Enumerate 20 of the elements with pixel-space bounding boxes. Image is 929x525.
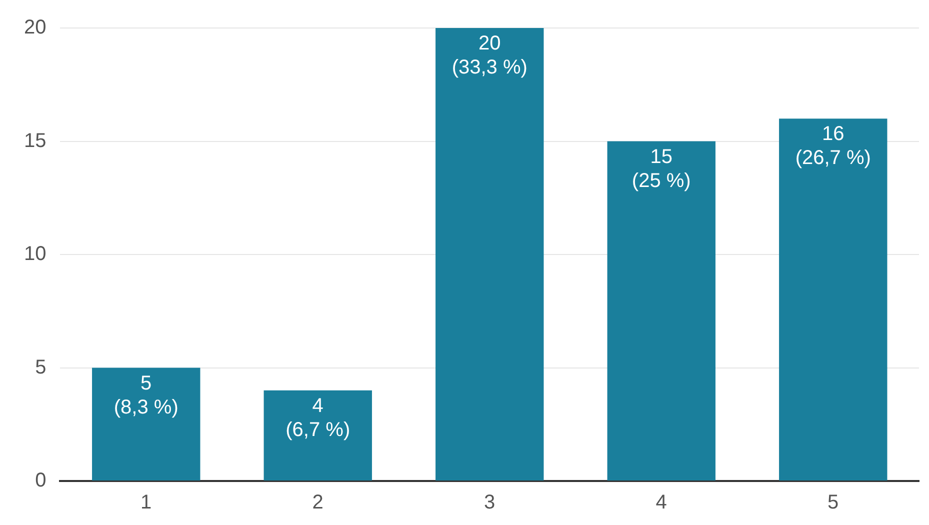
x-tick-label: 1 xyxy=(140,492,152,514)
x-tick-label: 3 xyxy=(484,492,496,514)
data-label: 15 (25 %) xyxy=(632,146,691,192)
bar xyxy=(436,28,544,480)
data-label: 20 (33,3 %) xyxy=(452,32,528,79)
y-tick-label: 0 xyxy=(35,470,46,492)
x-tick-label: 5 xyxy=(828,492,839,514)
x-tick-label: 2 xyxy=(312,492,324,514)
x-tick-label: 4 xyxy=(656,492,667,514)
bar xyxy=(92,368,200,480)
data-label: 4 (6,7 %) xyxy=(286,394,350,441)
y-tick-label: 10 xyxy=(24,243,46,266)
bar xyxy=(607,141,716,480)
data-label: 5 (8,3 %) xyxy=(114,372,178,418)
data-label: 16 (26,7 %) xyxy=(795,123,871,170)
bar xyxy=(264,390,372,480)
y-tick-label: 15 xyxy=(24,130,46,152)
y-tick-label: 20 xyxy=(24,16,46,39)
bar xyxy=(779,118,888,480)
y-tick-label: 5 xyxy=(35,356,46,378)
